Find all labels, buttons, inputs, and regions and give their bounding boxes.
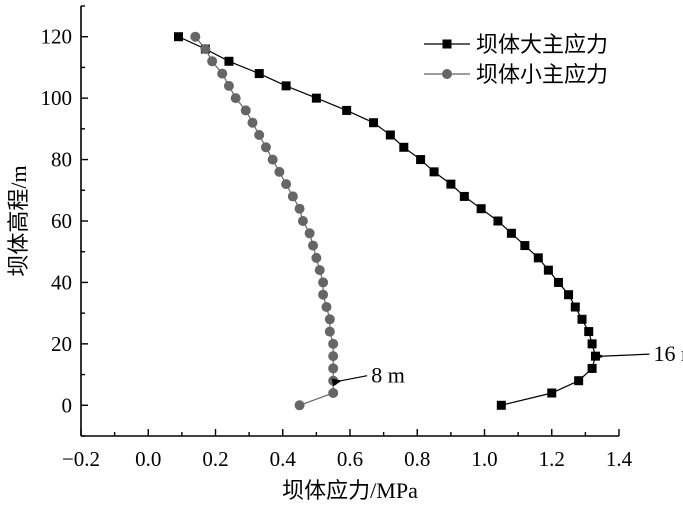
x-axis-title: 坝体应力/MPa bbox=[282, 478, 418, 503]
data-point bbox=[496, 400, 506, 410]
x-tick-label: 0.8 bbox=[404, 447, 430, 471]
legend-marker bbox=[442, 69, 452, 79]
annotations: 16 m 8 m bbox=[331, 341, 683, 388]
y-tick-label: 0 bbox=[62, 393, 73, 417]
data-point bbox=[321, 302, 332, 312]
data-point bbox=[506, 228, 516, 238]
data-point bbox=[308, 240, 319, 251]
data-point bbox=[254, 69, 264, 79]
data-point bbox=[328, 375, 339, 386]
annotation-label: 8 m bbox=[371, 363, 405, 388]
y-tick-label: 120 bbox=[41, 25, 73, 49]
data-point bbox=[385, 130, 395, 140]
data-point bbox=[324, 326, 335, 337]
x-tick-label: 0.0 bbox=[135, 447, 161, 471]
series-line bbox=[178, 36, 597, 406]
series-layer bbox=[174, 31, 600, 411]
data-point bbox=[577, 314, 587, 324]
data-point bbox=[553, 277, 563, 287]
data-point bbox=[318, 289, 329, 300]
data-point bbox=[318, 277, 329, 288]
series-2 bbox=[190, 31, 339, 411]
data-point bbox=[399, 142, 409, 152]
data-point bbox=[520, 241, 530, 251]
annotation-arrow bbox=[331, 375, 368, 387]
data-point bbox=[223, 80, 234, 91]
data-point bbox=[476, 204, 486, 214]
y-axis-ticks: 0 20 40 60 80 100 120 bbox=[41, 5, 88, 437]
data-point bbox=[587, 363, 597, 373]
x-axis-ticks: −0.2 0.0 0.2 0.4 0.6 0.8 1.0 1.2 1.4 bbox=[62, 429, 633, 471]
data-point bbox=[230, 93, 241, 104]
data-point bbox=[311, 252, 322, 263]
x-tick-label: 0.2 bbox=[202, 447, 228, 471]
data-point bbox=[324, 314, 335, 325]
y-tick-label: 40 bbox=[51, 270, 72, 294]
data-point bbox=[543, 265, 553, 275]
data-point bbox=[590, 351, 600, 361]
data-point bbox=[240, 105, 251, 116]
legend-marker bbox=[442, 39, 452, 49]
data-point bbox=[416, 155, 426, 165]
x-tick-label: 1.4 bbox=[606, 447, 633, 471]
data-point bbox=[328, 351, 339, 362]
y-tick-label: 80 bbox=[51, 148, 72, 172]
series-1 bbox=[174, 32, 600, 410]
y-tick-label: 20 bbox=[51, 332, 72, 356]
data-point bbox=[429, 167, 439, 177]
data-point bbox=[314, 265, 325, 276]
annotation-label: 16 m bbox=[653, 341, 683, 366]
data-point bbox=[207, 56, 218, 67]
data-point bbox=[574, 376, 584, 386]
legend-label: 坝体大主应力 bbox=[476, 32, 608, 57]
data-point bbox=[294, 400, 305, 411]
data-point bbox=[224, 56, 234, 66]
data-point bbox=[369, 118, 379, 128]
legend-item: 坝体大主应力 bbox=[424, 32, 608, 57]
data-point bbox=[247, 117, 258, 128]
data-point bbox=[587, 339, 597, 349]
data-point bbox=[281, 179, 292, 190]
x-tick-label: 1.0 bbox=[471, 447, 497, 471]
data-point bbox=[267, 154, 278, 165]
y-tick-label: 60 bbox=[51, 209, 72, 233]
data-point bbox=[174, 32, 184, 42]
data-point bbox=[304, 228, 315, 239]
data-point bbox=[297, 216, 308, 226]
annotation-arrow bbox=[594, 352, 650, 361]
legend-label: 坝体小主应力 bbox=[476, 62, 608, 87]
x-tick-label: −0.2 bbox=[62, 447, 100, 471]
data-point bbox=[254, 130, 265, 140]
data-point bbox=[217, 68, 228, 79]
data-point bbox=[294, 203, 305, 214]
x-tick-label: 1.2 bbox=[539, 447, 565, 471]
data-point bbox=[328, 363, 339, 374]
data-point bbox=[260, 142, 271, 153]
data-point bbox=[547, 388, 557, 398]
data-point bbox=[570, 302, 580, 312]
data-point bbox=[274, 166, 285, 177]
data-point bbox=[287, 191, 298, 202]
y-axis-title: 坝体高程/m bbox=[6, 165, 31, 276]
data-point bbox=[564, 290, 574, 300]
data-point bbox=[281, 81, 291, 91]
data-point bbox=[446, 179, 456, 189]
data-point bbox=[190, 31, 201, 42]
data-point bbox=[533, 253, 543, 263]
data-point bbox=[328, 338, 339, 349]
data-point bbox=[200, 44, 211, 54]
x-tick-label: 0.6 bbox=[337, 447, 363, 471]
series-line bbox=[194, 36, 334, 406]
data-point bbox=[459, 191, 469, 201]
data-point bbox=[342, 105, 352, 115]
x-tick-label: 0.4 bbox=[270, 447, 297, 471]
legend-item: 坝体小主应力 bbox=[424, 62, 608, 87]
y-tick-label: 100 bbox=[41, 86, 73, 110]
data-point bbox=[493, 216, 503, 226]
data-point bbox=[584, 327, 594, 337]
data-point bbox=[328, 388, 339, 398]
data-point bbox=[311, 93, 321, 103]
